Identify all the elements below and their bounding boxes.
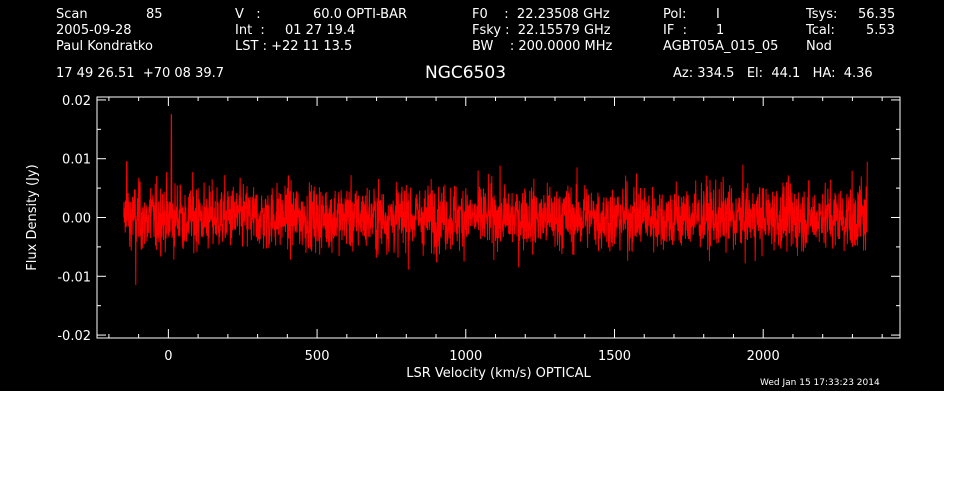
source-name: NGC6503: [425, 63, 507, 83]
int-value: 01 27 19.4: [285, 23, 356, 38]
pol-value: I: [716, 7, 720, 22]
velocity-value: 60.0 OPTI-BAR: [313, 7, 407, 22]
y-tick-label: -0.02: [57, 329, 91, 344]
switching-mode: Nod: [806, 39, 832, 54]
x-tick-label: 0: [164, 349, 172, 364]
scan-value: 85: [146, 7, 163, 22]
bandwidth-value: BW : 200.0000 MHz: [472, 39, 613, 54]
plot-timestamp: Wed Jan 15 17:33:23 2014: [760, 378, 880, 388]
fsky-value: Fsky : 22.15579 GHz: [472, 23, 611, 38]
tsys-label: Tsys:: [806, 7, 838, 22]
lst-value: LST : +22 11 13.5: [235, 39, 353, 54]
az-el-ha: Az: 334.5 El: 44.1 HA: 4.36: [673, 66, 873, 81]
y-tick-label: 0.01: [62, 153, 91, 168]
f0-value: F0 : 22.23508 GHz: [472, 7, 610, 22]
tcal-value: 5.53: [866, 23, 895, 38]
x-tick-label: 1500: [598, 349, 631, 364]
y-tick-label: -0.01: [57, 270, 91, 285]
x-axis-label: LSR Velocity (km/s) OPTICAL: [406, 366, 591, 381]
scan-label: Scan: [56, 7, 88, 22]
int-label: Int :: [235, 23, 265, 38]
tsys-value: 56.35: [858, 7, 896, 22]
y-axis-label: Flux Density (Jy): [25, 164, 40, 270]
x-tick-label: 2000: [747, 349, 780, 364]
axis-ticks: [97, 97, 900, 338]
pol-label: Pol:: [663, 7, 687, 22]
y-tick-label: 0.02: [62, 94, 91, 109]
y-tick-label: 0.00: [62, 212, 91, 227]
if-label: IF :: [663, 23, 687, 38]
x-tick-label: 500: [305, 349, 330, 364]
velocity-label: V :: [235, 7, 261, 22]
x-tick-label: 1000: [449, 349, 482, 364]
tcal-label: Tcal:: [806, 23, 835, 38]
plot-frame: [96, 96, 901, 339]
if-value: 1: [716, 23, 725, 38]
observer-name: Paul Kondratko: [56, 39, 153, 54]
source-coordinates: 17 49 26.51 +70 08 39.7: [56, 66, 225, 81]
tick-labels: 0 500 1000 1500 2000 -0.02 -0.01 0.00 0.01 0.02: [57, 94, 779, 364]
spectrum-trace: [123, 114, 868, 286]
obs-date: 2005-09-28: [56, 23, 132, 38]
project-id: AGBT05A_015_05: [663, 39, 779, 54]
